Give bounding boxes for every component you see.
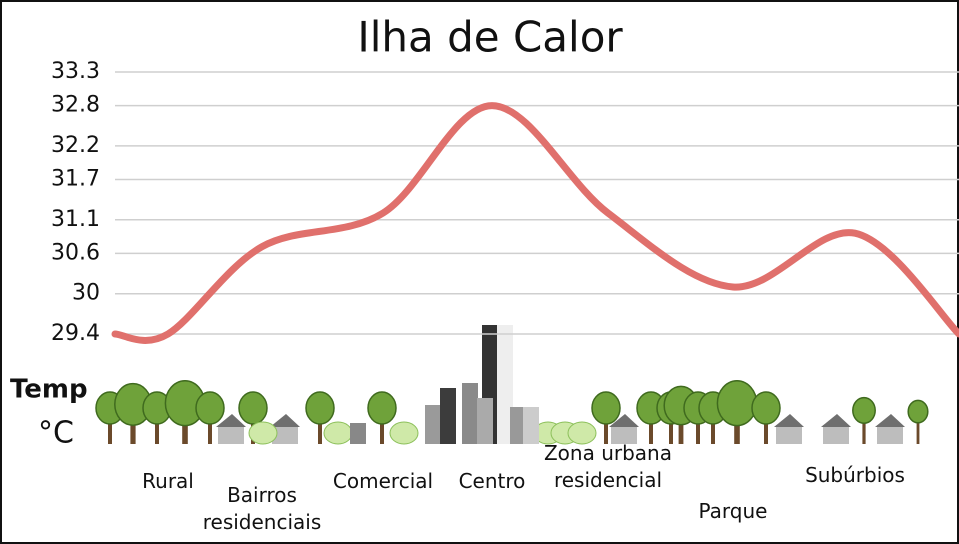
tree-trunk: [208, 420, 212, 444]
tree-trunk: [862, 420, 866, 444]
tree-crown: [305, 391, 335, 425]
bush: [248, 421, 278, 445]
roof: [609, 414, 639, 427]
tree-crown: [238, 391, 268, 425]
tree-crown: [195, 391, 225, 425]
tree-trunk: [711, 420, 715, 444]
tree-trunk: [604, 420, 608, 444]
tree-crown: [751, 391, 781, 425]
bush: [323, 421, 353, 445]
x-tick-label: Rural: [142, 469, 194, 493]
y-tick-label: 30: [72, 281, 100, 306]
building: [510, 407, 526, 444]
roof: [875, 414, 905, 427]
roof: [774, 414, 804, 427]
chart-title: Ilha de Calor: [357, 13, 623, 62]
tree-trunk: [130, 420, 136, 444]
y-label: Temp: [10, 375, 88, 405]
x-tick-label: Bairros residenciais: [202, 483, 322, 534]
y-tick-label: 32.8: [51, 93, 100, 118]
building: [523, 407, 539, 444]
building: [425, 405, 441, 444]
x-tick-label: Zona urbana residencial: [543, 441, 672, 492]
house: [611, 425, 637, 444]
roof: [270, 414, 300, 427]
bush: [389, 421, 419, 445]
building: [462, 383, 478, 444]
x-tick-label: Centro: [458, 469, 526, 493]
x-tick-label: Subúrbios: [805, 463, 905, 487]
y-tick-label: 29.4: [51, 321, 100, 346]
building: [477, 398, 493, 444]
y-tick-label: 30.6: [51, 240, 100, 265]
tree-trunk: [155, 420, 159, 444]
y-tick-label: 31.1: [51, 207, 100, 232]
bush: [567, 421, 597, 445]
house: [218, 425, 244, 444]
y-label: °C: [38, 416, 74, 451]
house: [823, 425, 849, 444]
tree-crown: [367, 391, 397, 425]
x-tick-label: Parque: [698, 499, 768, 523]
line: [111, 102, 959, 344]
y-tick-label: 31.7: [51, 166, 100, 191]
roof: [216, 414, 246, 427]
tree-trunk: [734, 420, 740, 444]
tree-crown: [907, 399, 929, 424]
roof: [821, 414, 851, 427]
y-tick-label: 33.3: [51, 59, 100, 84]
x-tick-label: Comercial: [332, 469, 434, 493]
building: [350, 423, 366, 444]
tree-trunk: [318, 420, 322, 444]
house: [776, 425, 802, 444]
tree-trunk: [380, 420, 384, 444]
tree-trunk: [916, 420, 920, 444]
tree-trunk: [669, 420, 673, 444]
tree-trunk: [696, 420, 700, 444]
tree-crown: [591, 391, 621, 425]
house: [877, 425, 903, 444]
y-tick-label: 32.2: [51, 133, 100, 158]
tree-trunk: [182, 420, 188, 444]
tree-trunk: [108, 420, 112, 444]
house: [272, 425, 298, 444]
building: [497, 325, 513, 444]
tree-trunk: [764, 420, 768, 444]
tree-crown: [852, 396, 876, 424]
tree-trunk: [678, 420, 684, 444]
scenery: [95, 325, 929, 445]
tree-trunk: [649, 420, 653, 444]
tree-crown: [716, 380, 758, 427]
building: [440, 388, 456, 444]
